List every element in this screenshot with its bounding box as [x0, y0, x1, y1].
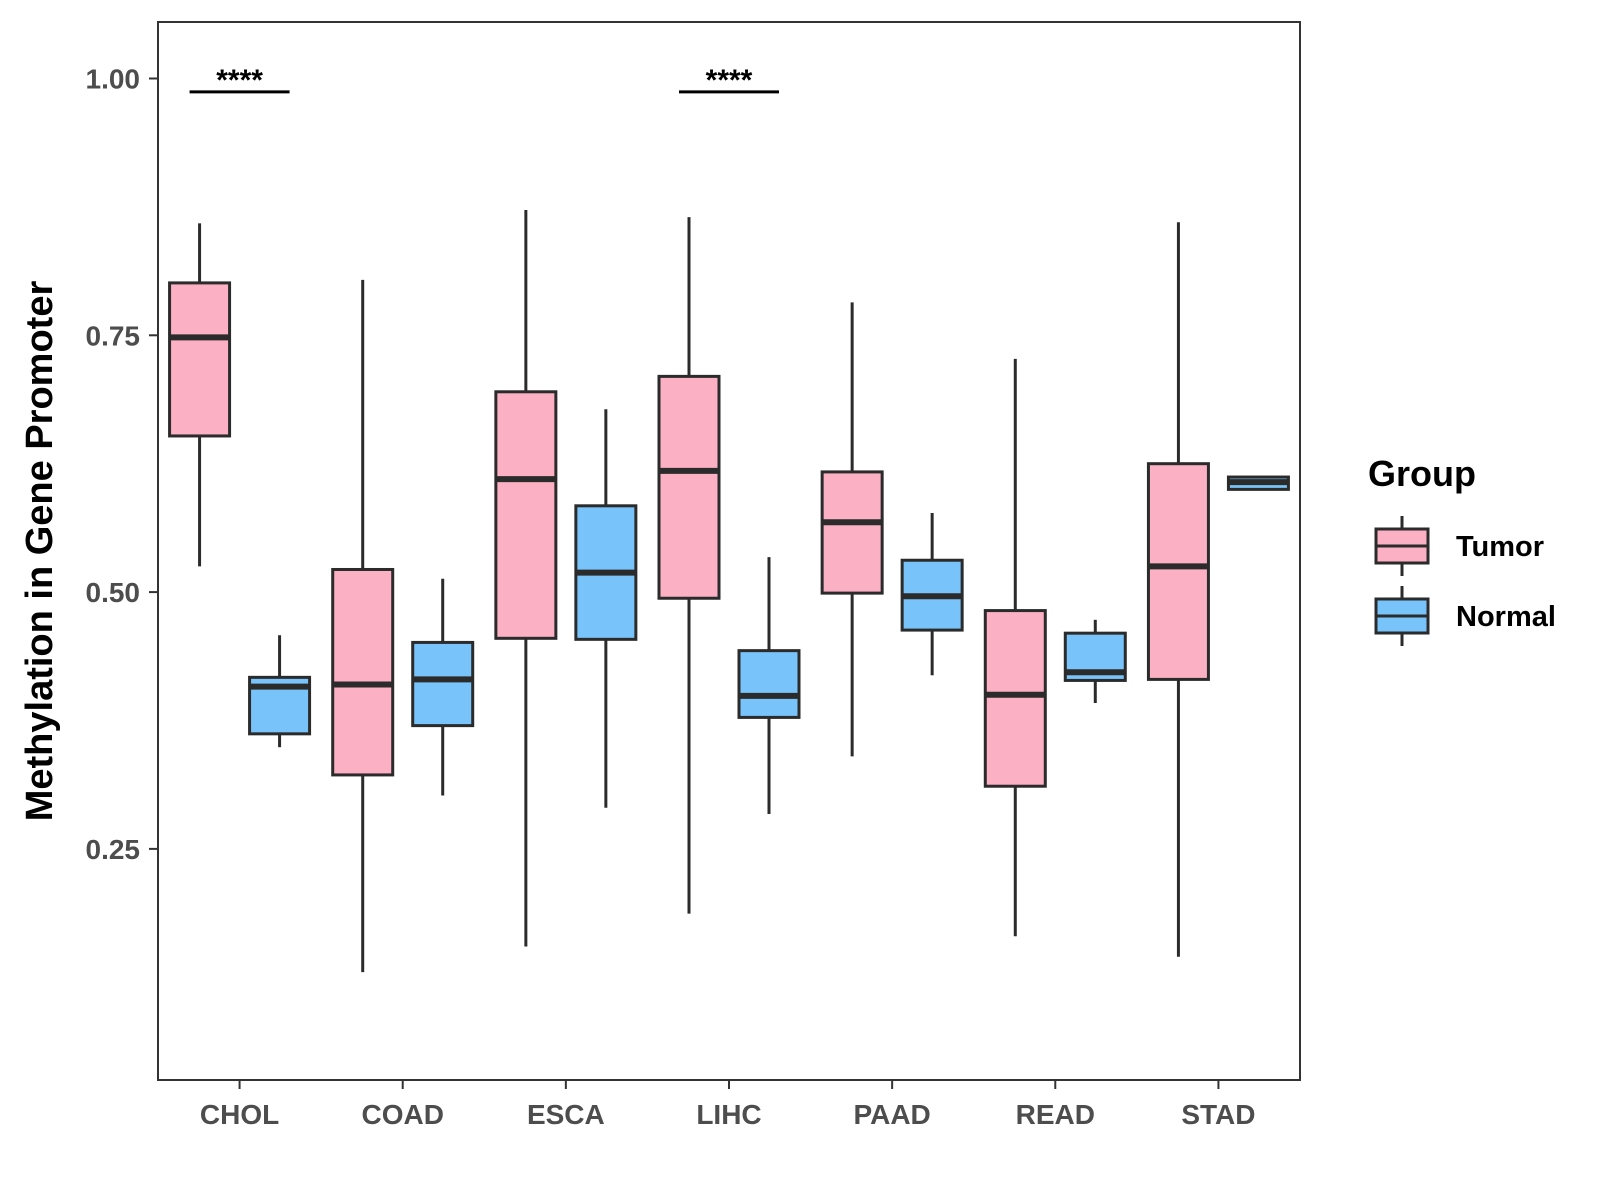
box-normal-esca [574, 409, 638, 808]
box-body [168, 281, 232, 438]
legend-item-tumor: Tumor [1374, 516, 1544, 576]
box-body [331, 567, 395, 777]
box-tumor-chol [168, 223, 232, 567]
box-body [737, 649, 801, 719]
box-tumor-read [983, 358, 1047, 937]
box-normal-paad [900, 512, 964, 676]
box-normal-coad [411, 578, 475, 796]
box-body [1146, 462, 1210, 681]
x-axis: CHOL COAD ESCA LIHC PAAD READ STAD [200, 1080, 1256, 1130]
x-tick-label: LIHC [696, 1099, 761, 1130]
chart-marks: **** **** [168, 64, 1290, 973]
significance-annotation: **** [679, 64, 779, 97]
box-normal-read [1063, 619, 1127, 704]
legend-label: Tumor [1456, 531, 1544, 563]
y-tick-label: 1.00 [86, 63, 141, 94]
y-axis: 0.25 0.50 0.75 1.00 [86, 63, 158, 865]
box-tumor-paad [820, 302, 884, 757]
box-tumor-lihc [657, 217, 721, 914]
box-body [820, 470, 884, 595]
box-normal-stad [1226, 475, 1290, 491]
box-tumor-stad [1146, 222, 1210, 957]
legend-label: Normal [1456, 601, 1556, 633]
box-tumor-esca [494, 209, 558, 947]
x-tick-label: PAAD [854, 1099, 931, 1130]
box-normal-lihc [737, 557, 801, 814]
legend-item-normal: Normal [1374, 586, 1556, 646]
box-body [494, 390, 558, 640]
y-tick-label: 0.75 [86, 320, 141, 351]
y-tick-label: 0.50 [86, 577, 141, 608]
significance-label: **** [216, 64, 263, 97]
y-axis-title: Methylation in Gene Promoter [19, 281, 61, 822]
x-tick-label: ESCA [527, 1099, 605, 1130]
legend: Group Tumor Normal [1368, 453, 1556, 646]
box-tumor-coad [331, 279, 395, 973]
box-body [411, 640, 475, 728]
x-tick-label: STAD [1181, 1099, 1255, 1130]
plot-panel-border [157, 21, 1301, 1081]
x-tick-label: CHOL [200, 1099, 279, 1130]
box-body [657, 374, 721, 600]
y-tick-label: 0.25 [86, 834, 141, 865]
box-normal-chol [248, 635, 312, 748]
significance-label: **** [706, 64, 753, 97]
x-tick-label: COAD [361, 1099, 443, 1130]
x-tick-label: READ [1016, 1099, 1095, 1130]
significance-annotation: **** [189, 64, 290, 97]
box-body [983, 609, 1047, 788]
legend-title: Group [1368, 453, 1476, 494]
